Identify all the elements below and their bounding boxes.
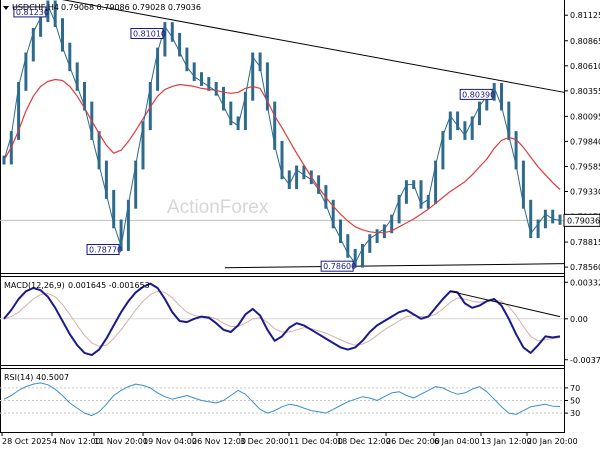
- current-price-label: 0.79036: [567, 216, 600, 225]
- x-tick-label: 4 Nov 12:00: [52, 437, 101, 446]
- rsi-y-tick: 30: [570, 409, 580, 418]
- current-price-box: [563, 213, 600, 227]
- annotation-box: [130, 28, 164, 40]
- macd-trendline: [450, 290, 561, 318]
- x-tick-label: 20 Jan 20:00: [527, 437, 578, 446]
- ohlc-readout: 0.79068 0.79086 0.79028 0.79036: [61, 3, 201, 12]
- x-tick-label: 11 Dec 04:00: [289, 437, 343, 446]
- x-tick-label: 28 Oct 2025: [2, 437, 51, 446]
- macd-signal-line: [3, 290, 561, 347]
- macd-panel: 0.003321 0.00 -0.003723: [0, 278, 600, 365]
- x-tick-label: 13 Jan 12:00: [481, 437, 532, 446]
- price-y-tick: 0.80095: [570, 112, 600, 121]
- moving-average-line: [3, 78, 561, 234]
- rsi-y-tick: 50: [570, 397, 580, 406]
- price-y-tick: 0.79840: [570, 137, 600, 146]
- price-y-tick: 0.78560: [570, 263, 600, 272]
- x-tick-label: 26 Dec 20:00: [386, 437, 440, 446]
- annotation-label: 0.80390: [462, 90, 495, 99]
- annotation-label: 0.81230: [16, 8, 49, 17]
- macd-y-tick: -0.003723: [570, 356, 600, 365]
- macd-line: [3, 282, 561, 357]
- price-panel: 0.81125 0.80865 0.80610 0.80355 0.80095 0.798…: [0, 0, 600, 272]
- annotation-label: 0.81010: [133, 30, 166, 39]
- x-tick-label: 6 Jan 04:00: [434, 437, 480, 446]
- dropdown-icon[interactable]: [3, 6, 9, 10]
- price-y-tick: 0.79585: [570, 162, 600, 171]
- macd-title: MACD(12,26,9): [4, 281, 65, 290]
- rsi-line: [3, 382, 561, 417]
- annotation-label: 0.78770: [89, 245, 122, 254]
- macd-readout: 0.001645 -0.001653: [68, 281, 150, 290]
- x-tick-label: 18 Dec 12:00: [337, 437, 391, 446]
- annotation-box: [320, 260, 354, 272]
- price-y-tick: 0.79330: [570, 187, 600, 196]
- macd-y-tick: 0.003321: [570, 278, 600, 287]
- price-y-tick: 0.80865: [570, 37, 600, 46]
- annotation-box: [459, 88, 493, 100]
- x-tick-label: 3 Dec 20:00: [240, 437, 289, 446]
- rsi-title: RSI(14): [4, 373, 33, 382]
- rsi-readout: 40.5007: [36, 373, 69, 382]
- price-title: USDCHF,H4: [12, 3, 59, 12]
- watermark: ActionForex: [167, 197, 269, 218]
- annotation-box: [13, 6, 47, 18]
- lower-trendline: [224, 263, 565, 269]
- annotation-label: 0.78600: [323, 262, 356, 271]
- x-tick-label: 19 Nov 04:00: [143, 437, 197, 446]
- price-line: [3, 4, 561, 264]
- x-tick-label: 26 Nov 12:00: [192, 437, 246, 446]
- x-tick-label: 11 Nov 20:00: [94, 437, 148, 446]
- annotation-box: [86, 243, 120, 255]
- macd-y-tick: 0.00: [570, 315, 588, 324]
- price-y-tick: 0.80355: [570, 87, 600, 96]
- rsi-panel: 70 50 30: [0, 382, 580, 418]
- price-y-tick: 0.78815: [570, 238, 600, 247]
- price-y-tick: 0.80610: [570, 62, 600, 71]
- upper-trendline: [61, 0, 565, 93]
- price-y-tick: 0.81125: [570, 11, 600, 20]
- rsi-y-tick: 70: [570, 384, 580, 393]
